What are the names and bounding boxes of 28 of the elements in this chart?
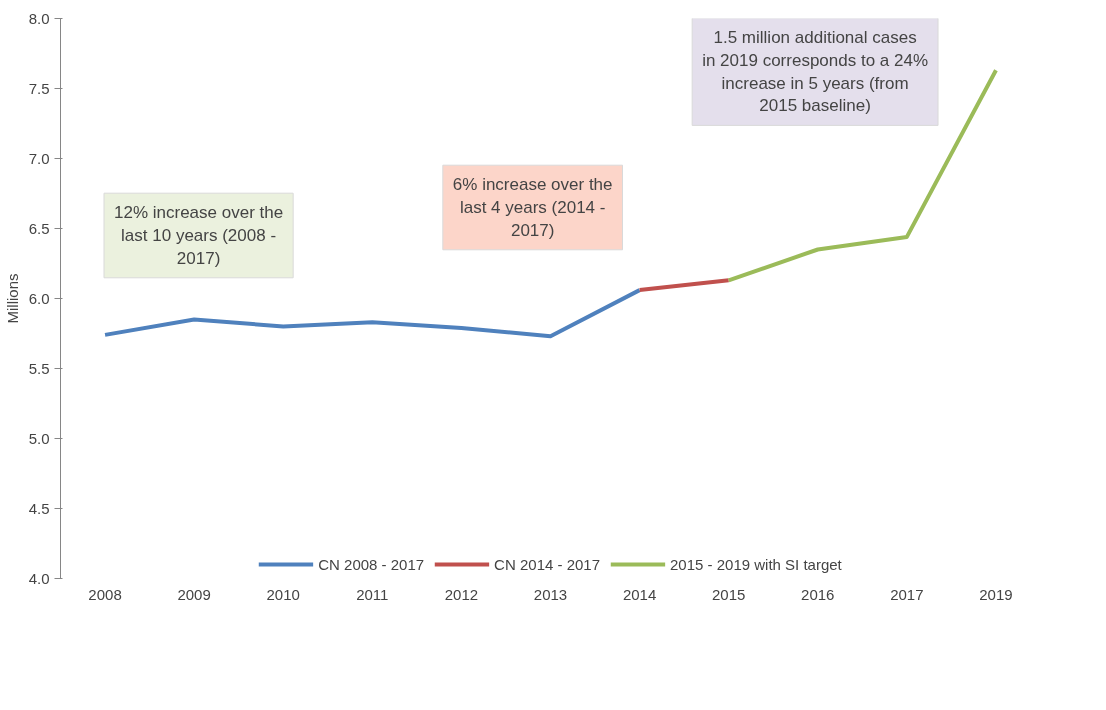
x-tick-label: 2012 (444, 585, 479, 603)
y-tick-label: 5.0 (28, 429, 50, 447)
x-tick-label: 2015 (712, 585, 746, 603)
x-tick-label: 2008 (88, 585, 122, 603)
y-tick-label: 6.0 (28, 289, 50, 307)
legend-label: CN 2008 - 2017 (318, 555, 425, 573)
y-tick-label: 5.5 (28, 359, 50, 377)
annotation: 6% increase over the last 4 years (2014 - 2017) (452, 175, 613, 240)
legend-label: 2015 - 2019 with SI target (670, 555, 842, 573)
x-tick-label: 2016 (801, 585, 835, 603)
x-tick-label: 2019 (979, 585, 1013, 603)
x-tick-label: 2017 (890, 585, 924, 603)
y-axis-title: Millions (3, 273, 21, 324)
x-tick-label: 2010 (266, 585, 300, 603)
x-tick-label: 2011 (356, 585, 389, 603)
y-tick-label: 6.5 (28, 219, 50, 237)
legend-label: CN 2014 - 2017 (494, 555, 601, 573)
y-tick-label: 7.0 (28, 149, 50, 167)
annotation: 1.5 million additional cases in 2019 corresponds to a 24% increase in 5 years (from 2015 baseline) (702, 28, 929, 116)
x-tick-label: 2013 (533, 585, 568, 603)
y-tick-label: 4.0 (28, 569, 50, 587)
annotation: 12% increase over the last 10 years (2008 - 2017) (114, 203, 284, 268)
y-tick-label: 8.0 (28, 9, 50, 27)
y-tick-label: 7.5 (28, 79, 50, 97)
line-series (103, 288, 642, 339)
x-tick-label: 2009 (177, 585, 211, 603)
x-tick-label: 2014 (622, 585, 657, 603)
y-tick-label: 4.5 (28, 499, 50, 517)
